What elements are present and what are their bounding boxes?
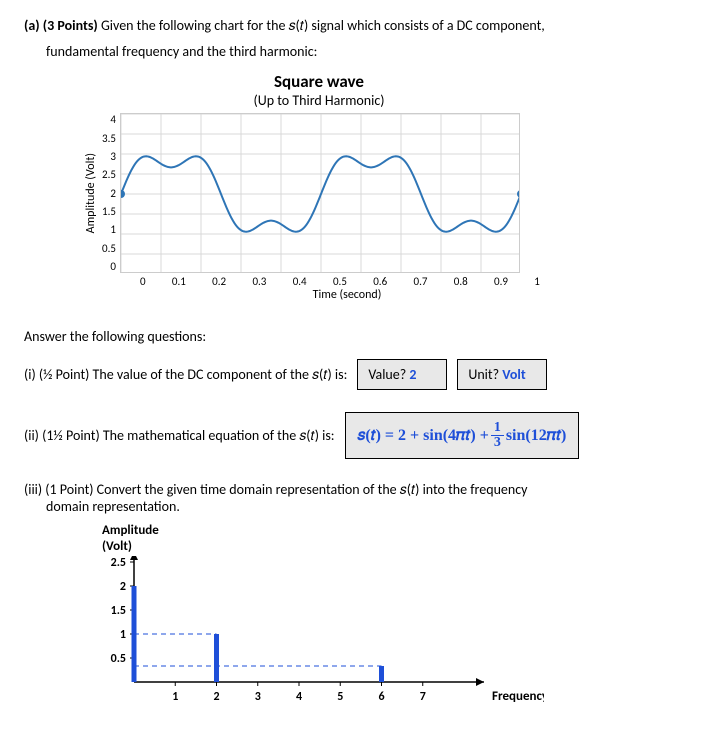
wave-chart-subtitle: (Up to Third Harmonic) (84, 92, 554, 109)
eq-frac-den: 3 (491, 436, 504, 450)
subq-i-text: (i) (½ Point) The value of the DC compon… (24, 366, 347, 383)
unit-label: Unit? (468, 366, 499, 383)
wave-chart-svg (120, 113, 520, 273)
eq-prefix: 𝑠(𝑡) = 2 + sin(4𝜋𝑡) + (358, 427, 489, 445)
value-label: Value? (368, 366, 406, 383)
svg-text:2.5: 2.5 (111, 556, 126, 570)
wave-chart: Square wave (Up to Third Harmonic) Ampli… (84, 71, 554, 302)
svg-text:Frequency (Hz): Frequency (Hz) (492, 689, 544, 704)
unit-answer: Volt (502, 366, 525, 383)
svg-text:1: 1 (120, 628, 126, 642)
unit-box: Unit? Volt (457, 359, 547, 390)
intro-line2: fundamental frequency and the third harm… (46, 42, 684, 62)
freq-chart-svg: 2.5 2 1.5 1 0.5 1 2 3 4 5 6 7 Frequency (Hz) (84, 556, 544, 716)
value-box: Value? 2 (357, 359, 447, 390)
subq-ii-row: (ii) (1½ Point) The mathematical equatio… (24, 412, 684, 459)
wave-ylabel: Amplitude (Volt) (84, 153, 98, 233)
eq-frac-num: 1 (491, 421, 504, 436)
svg-text:2: 2 (120, 580, 126, 594)
svg-text:7: 7 (420, 690, 426, 704)
answer-heading: Answer the following questions: (24, 328, 684, 345)
svg-text:5: 5 (337, 690, 343, 704)
equation-box: 𝑠(𝑡) = 2 + sin(4𝜋𝑡) + 1 3 sin(12𝜋𝑡) (345, 412, 580, 459)
question-intro: (a) (3 Points) Given the following chart… (24, 16, 684, 36)
part-label: (a) (3 Points) (24, 17, 98, 34)
svg-text:1: 1 (172, 690, 178, 704)
wave-yticks: 43.532.521.510.50 (102, 113, 116, 273)
freq-title: Amplitude (Volt) (102, 523, 684, 554)
subq-iii-line1: (iii) (1 Point) Convert the given time d… (24, 481, 684, 498)
subq-i-row: (i) (½ Point) The value of the DC compon… (24, 359, 684, 390)
svg-text:1.5: 1.5 (111, 604, 126, 618)
freq-title-l2: (Volt) (102, 539, 132, 554)
freq-title-l1: Amplitude (102, 523, 159, 538)
freq-chart: Amplitude (Volt) 2.5 2 1.5 1 0.5 1 2 3 4 5 6 7 Frequ… (84, 523, 684, 720)
eq-suffix: sin(12𝜋𝑡) (506, 427, 567, 445)
svg-text:0.5: 0.5 (111, 652, 126, 666)
svg-text:3: 3 (255, 690, 261, 704)
wave-xlabel: Time (second) (140, 288, 554, 302)
intro-line1: Given the following chart for the 𝑠(𝑡) s… (101, 17, 545, 34)
eq-fraction: 1 3 (491, 421, 504, 450)
wave-chart-title: Square wave (84, 71, 554, 92)
svg-text:2: 2 (213, 690, 219, 704)
svg-text:4: 4 (296, 690, 302, 704)
svg-text:6: 6 (378, 690, 384, 704)
wave-xticks: 00.10.20.30.40.50.60.70.80.91 (140, 275, 540, 288)
value-answer: 2 (409, 366, 416, 383)
subq-ii-text: (ii) (1½ Point) The mathematical equatio… (24, 427, 335, 444)
subq-iii-line2: domain representation. (46, 498, 684, 515)
